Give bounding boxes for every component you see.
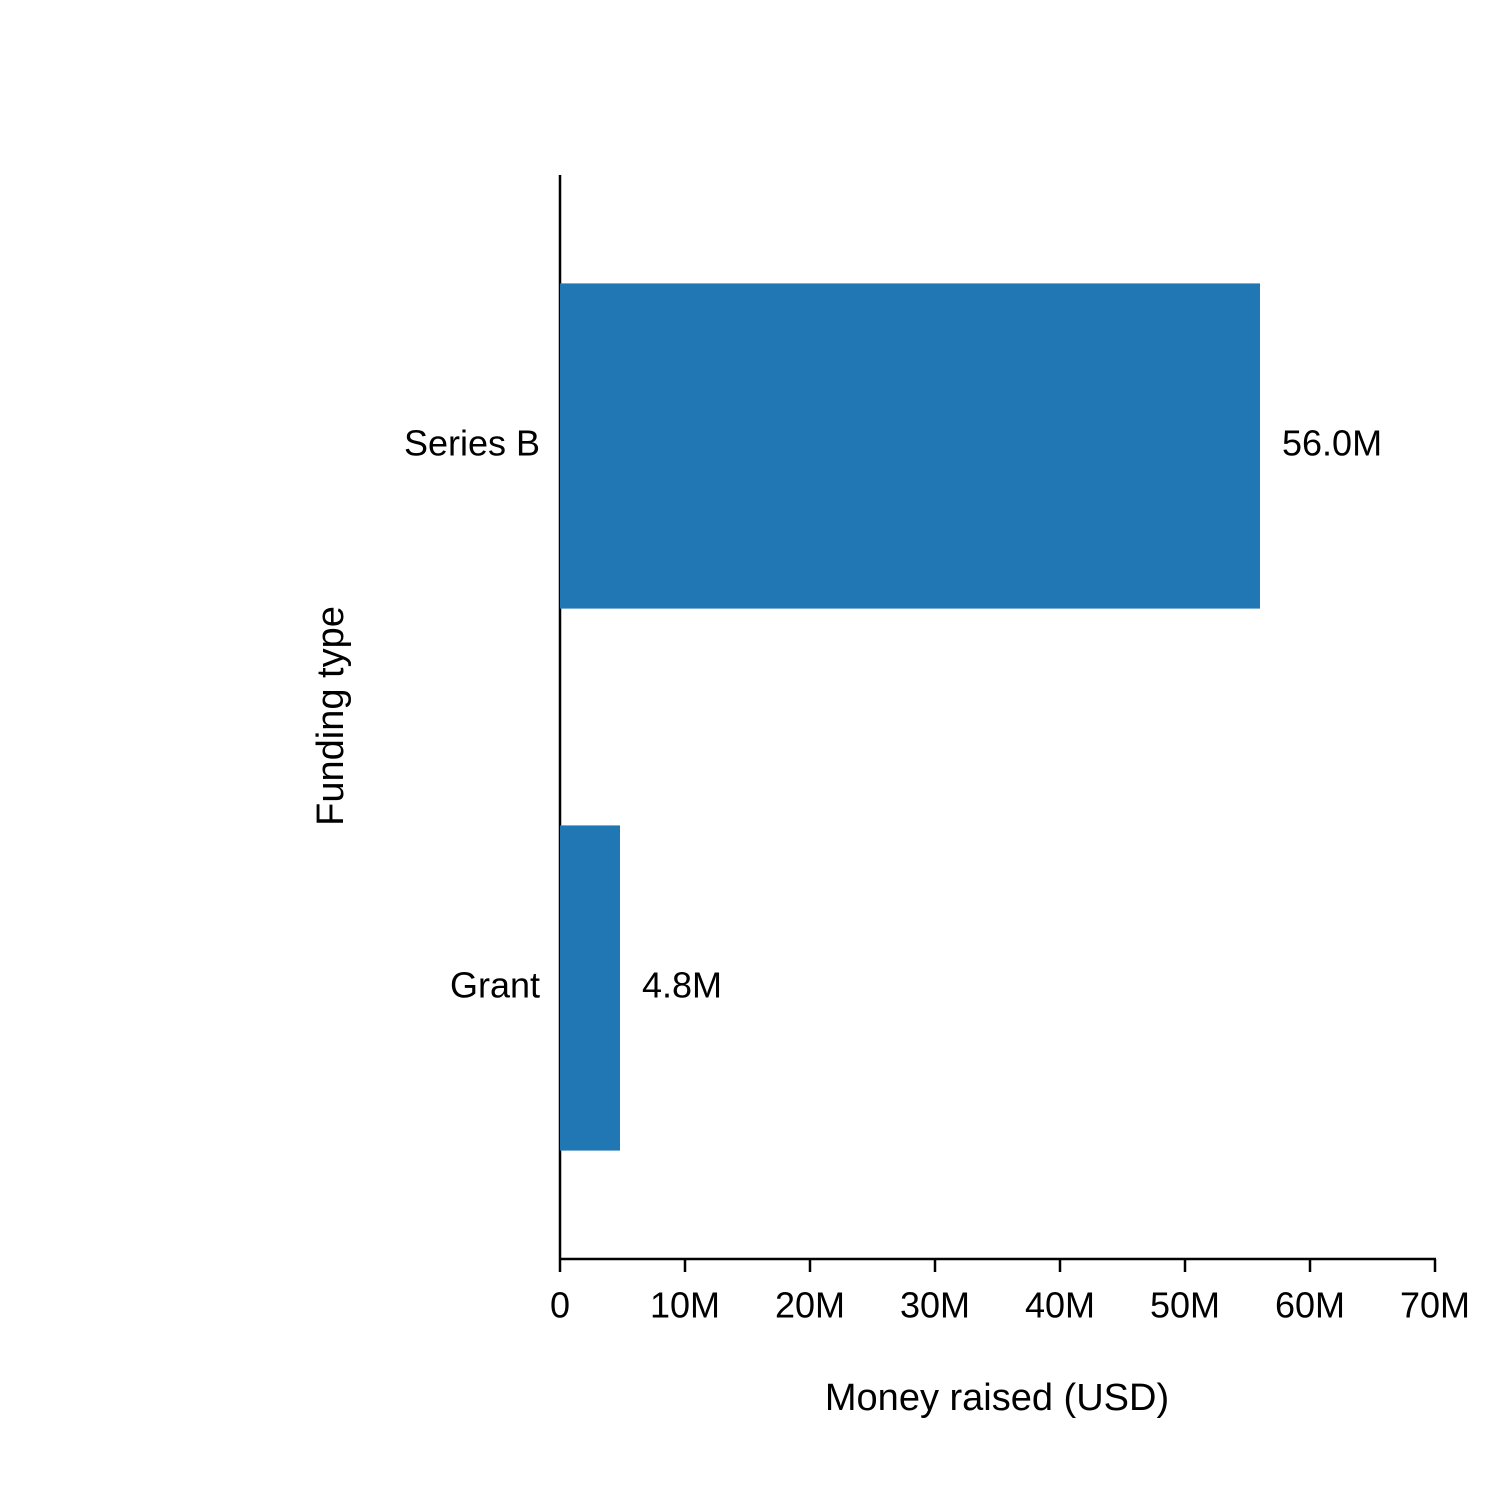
value-label: 56.0M	[1282, 423, 1382, 464]
x-tick-label: 40M	[1025, 1285, 1095, 1326]
bar	[560, 283, 1260, 609]
y-axis-title: Funding type	[310, 606, 352, 826]
value-label: 4.8M	[642, 965, 722, 1006]
bar	[560, 825, 620, 1151]
x-tick-label: 60M	[1275, 1285, 1345, 1326]
x-tick-label: 20M	[775, 1285, 845, 1326]
x-axis-title: Money raised (USD)	[825, 1377, 1169, 1419]
x-tick-label: 10M	[650, 1285, 720, 1326]
y-tick-label: Series B	[404, 423, 540, 464]
x-tick-label: 0	[550, 1285, 570, 1326]
x-tick-label: 70M	[1400, 1285, 1470, 1326]
y-tick-label: Grant	[450, 965, 540, 1006]
x-tick-label: 50M	[1150, 1285, 1220, 1326]
x-tick-label: 30M	[900, 1285, 970, 1326]
